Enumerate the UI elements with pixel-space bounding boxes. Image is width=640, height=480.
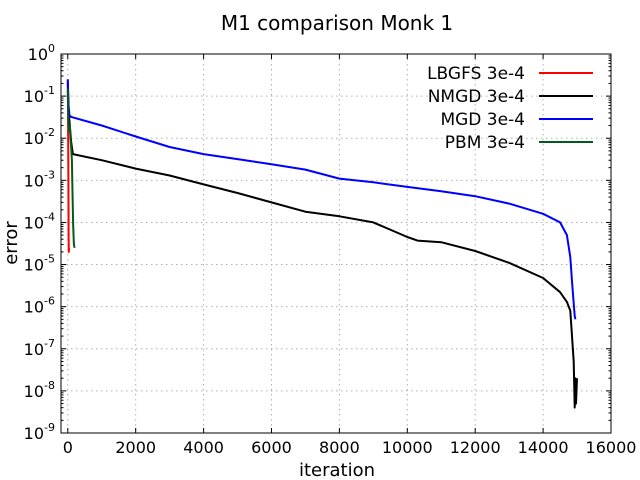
- legend-label: LBGFS 3e-4: [427, 64, 525, 84]
- chart-title: M1 comparison Monk 1: [221, 11, 453, 35]
- y-tick-label: 10-5: [24, 253, 55, 275]
- x-axis-label: iteration: [299, 460, 375, 480]
- series-line-pbm-3e-4: [66, 88, 76, 249]
- x-tick-label: 6000: [251, 438, 292, 457]
- y-tick-labels: 10-9 10-8 10-7 10-6 10-5 10-4 10-3 10-2 10-1 100: [24, 42, 55, 443]
- legend-label: NMGD 3e-4: [428, 87, 525, 107]
- legend-label: PBM 3e-4: [445, 133, 525, 153]
- axis-ticks: [61, 53, 612, 434]
- y-tick-label: 10-2: [24, 126, 55, 148]
- x-tick-label: 12000: [450, 438, 501, 457]
- y-tick-label: 10-9: [24, 421, 55, 443]
- y-tick-label: 10-4: [24, 210, 55, 232]
- x-tick-label: 16000: [586, 438, 637, 457]
- x-tick-label: 8000: [319, 438, 360, 457]
- plot-frame: [60, 53, 612, 434]
- legend-label: MGD 3e-4: [440, 110, 525, 130]
- x-tick-label: 0: [63, 438, 73, 457]
- y-tick-label: 10-7: [24, 337, 55, 359]
- y-tick-label: 10-1: [24, 84, 55, 106]
- legend: LBGFS 3e-4 NMGD 3e-4 MGD 3e-4 PBM 3e-4: [427, 64, 593, 153]
- series-line-nmgd-3e-4: [66, 83, 578, 409]
- y-tick-label: 10-6: [24, 295, 55, 317]
- y-tick-label: 10-3: [24, 168, 55, 190]
- y-tick-label: 100: [28, 42, 55, 64]
- x-tick-label: 14000: [518, 438, 569, 457]
- x-tick-label: 2000: [115, 438, 156, 457]
- grid: [61, 53, 612, 434]
- x-tick-label: 10000: [382, 438, 433, 457]
- y-tick-label: 10-8: [24, 379, 55, 401]
- y-axis-label: error: [1, 221, 22, 265]
- series-line-mgd-3e-4: [66, 79, 577, 320]
- series-lines: [66, 79, 578, 409]
- x-tick-labels: 0 2000 4000 6000 8000 10000 12000 14000 16000: [63, 438, 637, 457]
- x-tick-label: 4000: [183, 438, 224, 457]
